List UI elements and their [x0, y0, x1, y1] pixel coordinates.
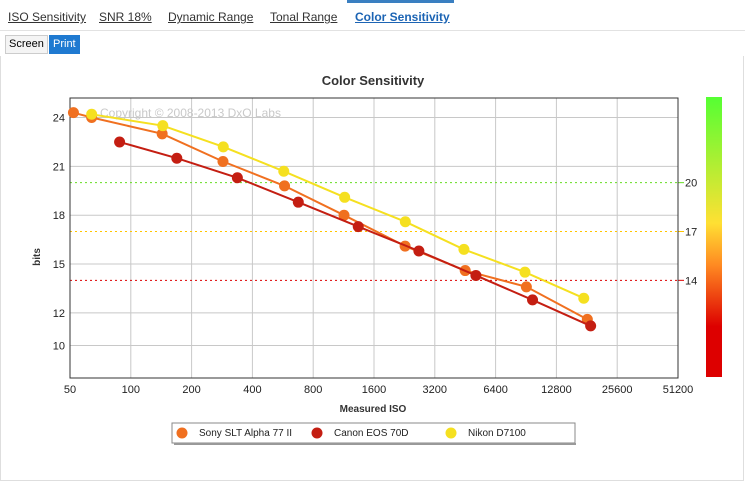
tab-dynamic-range[interactable]: Dynamic Range: [168, 10, 254, 24]
x-axis-ticks: 50 100 200 400 800 1600 3200 6400 12800 25600 5120…: [64, 384, 693, 396]
watermark: Copyright © 2008-2013 DxO Labs: [100, 106, 281, 120]
reference-label: 20: [685, 178, 697, 190]
data-point: [217, 141, 229, 153]
y-tick-label: 12: [53, 308, 65, 320]
reference-label: 14: [685, 275, 697, 287]
data-point: [578, 292, 590, 304]
x-axis-label: Measured ISO: [340, 404, 407, 415]
data-point: [520, 281, 532, 293]
legend-marker: [176, 427, 188, 439]
data-point: [399, 216, 411, 228]
series: [67, 107, 597, 332]
x-tick-label: 1600: [362, 384, 386, 396]
tab-color-sensitivity[interactable]: Color Sensitivity: [355, 10, 450, 24]
legend-marker: [445, 427, 457, 439]
y-tick-label: 18: [53, 210, 65, 222]
data-point: [67, 107, 79, 119]
y-axis-ticks: 10 12 15 18 21 24: [53, 113, 65, 353]
tab-snr-18[interactable]: SNR 18%: [99, 10, 152, 24]
x-tick-label: 100: [122, 384, 140, 396]
x-tick-label: 800: [304, 384, 322, 396]
x-tick-label: 25600: [602, 384, 633, 396]
data-point: [413, 245, 425, 257]
data-point: [278, 165, 290, 177]
legend-label: Nikon D7100: [468, 428, 526, 439]
data-point: [86, 108, 98, 120]
data-point: [470, 269, 482, 281]
print-toggle-button[interactable]: Print: [49, 35, 80, 54]
color-scale-bar: [706, 97, 722, 377]
chart-title: Color Sensitivity: [322, 73, 425, 88]
active-tab-indicator: [347, 0, 454, 3]
x-tick-label: 51200: [663, 384, 694, 396]
series-line: [91, 113, 585, 300]
tab-bar: ISO Sensitivity SNR 18% Dynamic Range To…: [0, 0, 745, 31]
x-tick-label: 12800: [541, 384, 572, 396]
series-2: [86, 108, 590, 304]
x-tick-label: 6400: [483, 384, 507, 396]
reference-label: 17: [685, 226, 697, 238]
data-point: [352, 221, 364, 233]
data-point: [231, 172, 243, 184]
data-point: [157, 120, 169, 132]
x-tick-label: 200: [182, 384, 200, 396]
data-point: [156, 128, 168, 140]
data-point: [458, 243, 470, 255]
data-point: [217, 155, 229, 167]
series-line: [73, 111, 588, 321]
data-point: [339, 191, 351, 203]
data-point: [114, 136, 126, 148]
y-tick-label: 24: [53, 113, 65, 125]
data-point: [279, 180, 291, 192]
tab-iso-sensitivity[interactable]: ISO Sensitivity: [8, 10, 87, 24]
tab-tonal-range[interactable]: Tonal Range: [270, 10, 338, 24]
screen-toggle-button[interactable]: Screen: [5, 35, 48, 54]
series-1: [114, 136, 597, 332]
legend: Sony SLT Alpha 77 II Canon EOS 70D Nikon D…: [171, 422, 576, 445]
plot-frame: [69, 97, 679, 379]
data-point: [338, 209, 350, 221]
y-tick-label: 21: [53, 161, 65, 173]
grid: [69, 98, 679, 378]
legend-marker: [311, 427, 323, 439]
series-line: [119, 141, 592, 327]
data-point: [519, 266, 531, 278]
reference-lines: 20 17 14: [70, 178, 697, 287]
legend-label: Canon EOS 70D: [334, 428, 409, 439]
data-point: [292, 196, 304, 208]
y-tick-label: 15: [53, 259, 65, 271]
y-tick-label: 10: [53, 340, 65, 352]
legend-label: Sony SLT Alpha 77 II: [199, 428, 292, 439]
x-tick-label: 400: [243, 384, 261, 396]
y-axis-label: bits: [32, 248, 43, 266]
data-point: [585, 320, 597, 332]
data-point: [171, 152, 183, 164]
data-point: [527, 294, 539, 306]
x-tick-label: 50: [64, 384, 76, 396]
x-tick-label: 3200: [423, 384, 447, 396]
